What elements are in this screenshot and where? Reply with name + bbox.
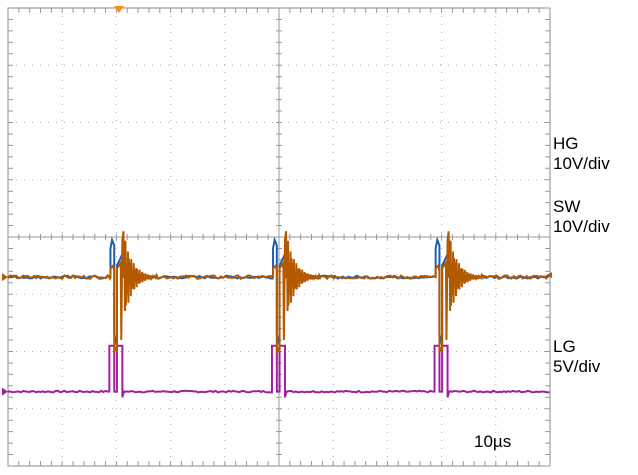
axis-ticks [7,7,551,467]
lg-trace [7,344,550,398]
lg-ground-marker [2,387,8,396]
sw-label: SW [553,197,581,216]
lg-label: LG [553,337,576,356]
lg-scale-label: 5V/div [553,357,601,376]
hg-trace [7,236,549,347]
hg-scale-label: 10V/div [553,154,610,173]
sw-ground-marker [2,273,8,282]
sw-trigger-level-marker [546,272,552,279]
sw-trace [7,231,550,356]
timebase-label: 10µs [474,432,512,451]
hg-label: HG [553,134,579,153]
sw-scale-label: 10V/div [553,217,610,236]
trigger-marker [114,6,125,13]
